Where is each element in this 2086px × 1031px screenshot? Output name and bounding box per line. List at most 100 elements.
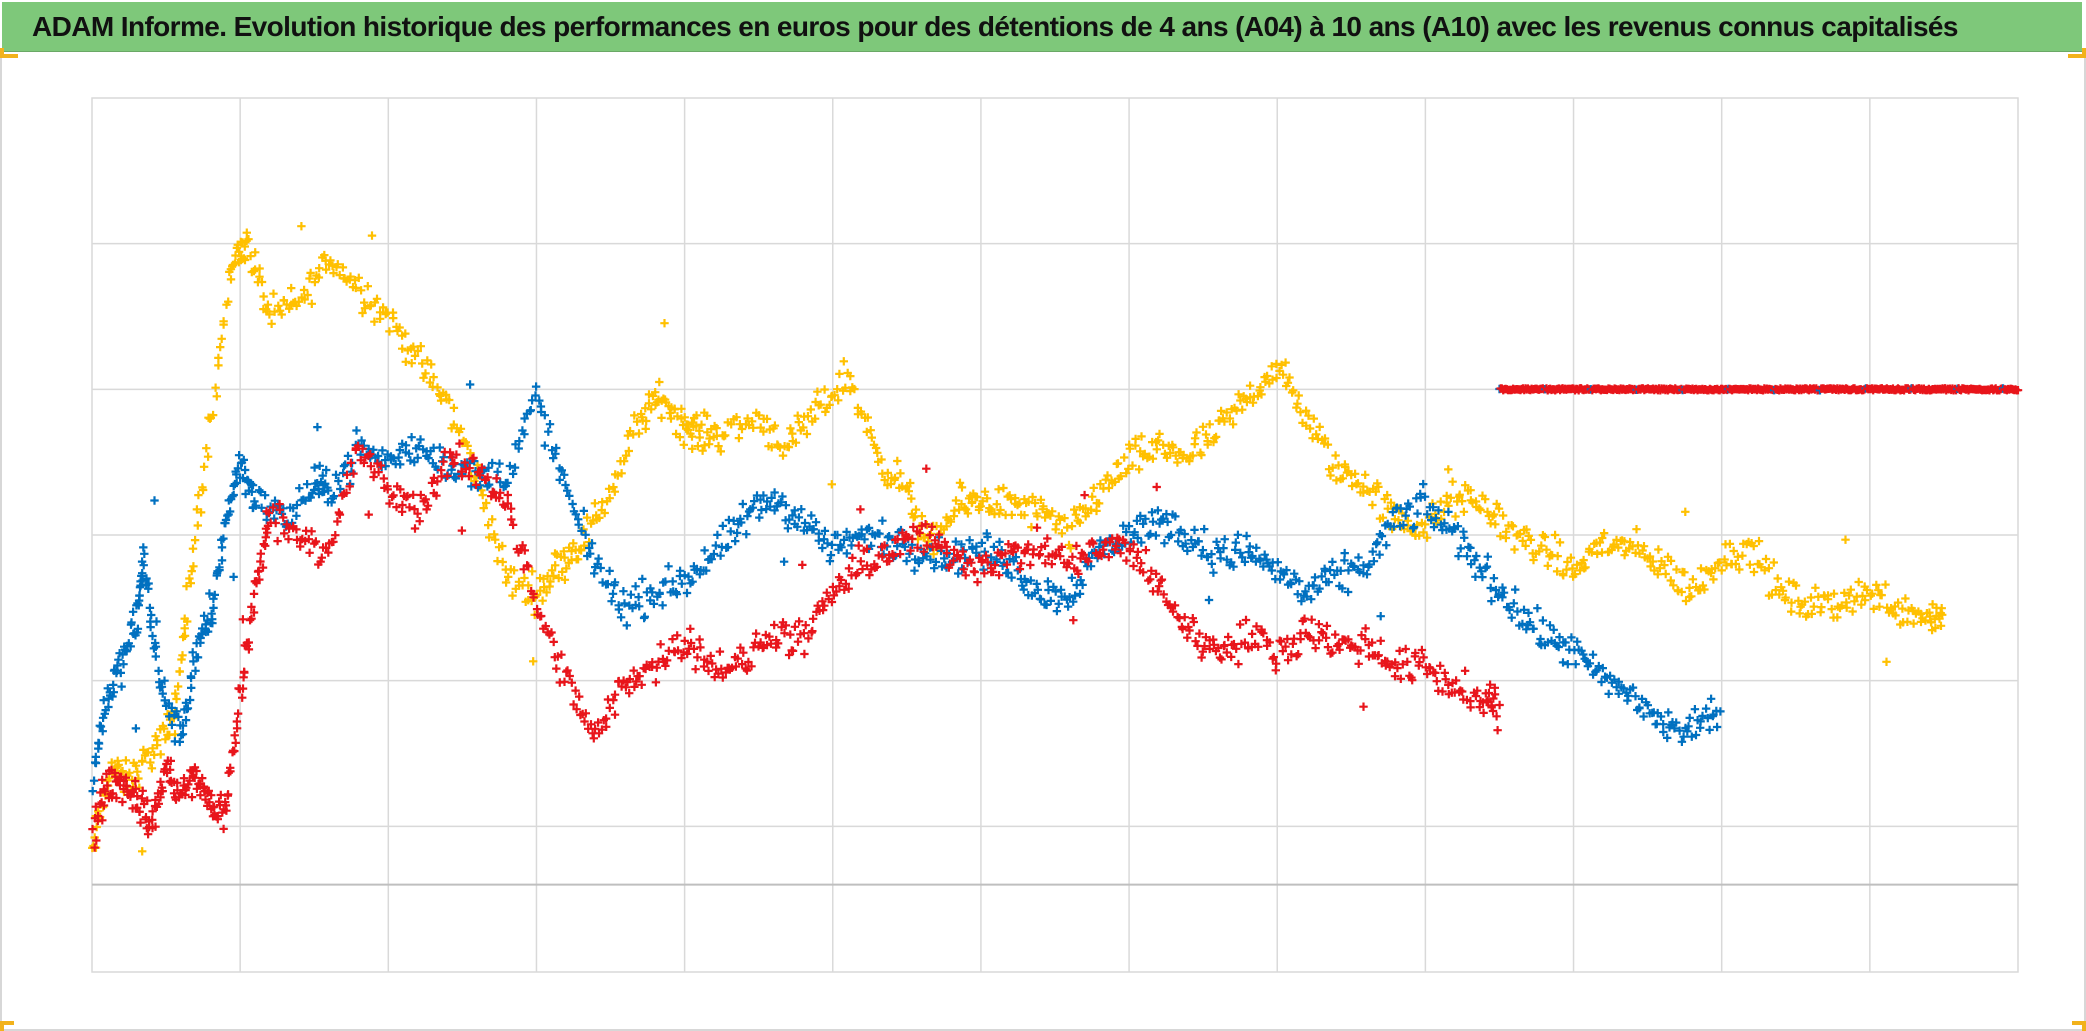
series-2-point xyxy=(451,474,460,483)
series-3-point xyxy=(346,458,356,468)
series-1-point xyxy=(118,766,127,776)
series-3-point xyxy=(1004,540,1013,549)
series-2-point xyxy=(561,480,570,490)
series-3-point xyxy=(820,601,829,610)
series-3-point xyxy=(848,553,857,563)
series-1-point xyxy=(1262,371,1272,381)
series-3-point xyxy=(635,671,644,681)
series-1-point xyxy=(1660,560,1669,570)
series-2-point xyxy=(1212,537,1221,546)
series-1-point xyxy=(251,248,260,257)
series-3-point xyxy=(143,830,153,839)
series-1-point xyxy=(1661,569,1670,579)
series-2-point xyxy=(1598,663,1607,673)
series-3-point xyxy=(261,533,270,542)
series-1-point xyxy=(148,744,157,753)
series-2-point xyxy=(1498,583,1507,592)
series-2-point xyxy=(407,433,416,442)
series-3-point xyxy=(1026,560,1035,570)
series-2-point xyxy=(1491,585,1501,595)
series-1-point xyxy=(1522,525,1531,534)
series-1-point xyxy=(1475,504,1484,513)
series-1-point xyxy=(1508,522,1518,531)
series-1-point xyxy=(1166,448,1175,458)
series-3-point xyxy=(854,541,863,550)
series-2-point xyxy=(510,463,520,472)
series-3-point xyxy=(677,653,686,663)
series-1-point xyxy=(1257,390,1266,399)
series-3-point xyxy=(307,527,316,536)
series-2-point xyxy=(1690,705,1700,714)
series-1-point xyxy=(1296,408,1305,417)
series-2-point xyxy=(147,610,156,620)
series-2-point xyxy=(957,540,966,549)
series-1-point xyxy=(1261,377,1270,386)
series-2-point xyxy=(1256,556,1265,565)
series-3-point xyxy=(696,643,705,652)
series-3-point xyxy=(597,725,607,734)
series-2-point xyxy=(1190,525,1199,535)
series-2-point xyxy=(295,484,304,493)
series-3-point xyxy=(1403,657,1412,666)
series-1-point xyxy=(395,323,404,332)
series-2-point xyxy=(1499,588,1509,597)
series-3-point xyxy=(439,457,448,466)
series-3-point xyxy=(280,529,289,538)
series-2-point xyxy=(151,652,160,661)
series-3-point xyxy=(739,648,748,657)
series-1-point xyxy=(1092,506,1101,516)
series-2-point xyxy=(128,607,138,616)
series-3-point xyxy=(1269,652,1278,662)
series-2-point xyxy=(1153,506,1163,515)
series-1-point xyxy=(265,310,274,319)
series-2-point xyxy=(119,660,128,669)
series-3-point xyxy=(1483,696,1492,705)
series-1-point xyxy=(850,384,859,394)
series-1-point xyxy=(1046,511,1055,520)
series-1-point xyxy=(263,300,273,309)
series-1-point xyxy=(199,462,209,471)
series-3-point xyxy=(231,738,240,748)
series-1-point xyxy=(759,427,768,436)
series-1-point xyxy=(644,390,654,399)
series-2-point xyxy=(1545,621,1555,630)
series-1-point xyxy=(226,275,236,284)
series-3-point xyxy=(185,776,194,785)
series-3-point xyxy=(983,558,992,567)
series-1-point xyxy=(1198,422,1208,431)
series-2-point xyxy=(1198,545,1208,555)
series-1-point xyxy=(680,413,689,422)
series-2-point xyxy=(1216,554,1225,563)
series-2-point xyxy=(527,396,537,405)
series-3-point xyxy=(1035,549,1045,559)
series-1-point xyxy=(992,500,1001,509)
series-3-point xyxy=(794,617,804,626)
series-1-point xyxy=(1415,531,1424,540)
series-2-point xyxy=(1489,574,1499,583)
series-3-point xyxy=(305,548,314,557)
series-1-point xyxy=(1936,621,1946,630)
series-3-point xyxy=(1391,658,1400,667)
series-2-point xyxy=(1042,600,1051,610)
series-2-point xyxy=(555,475,564,485)
series-2-point xyxy=(217,556,227,565)
series-2-point xyxy=(302,480,312,489)
series-3-point xyxy=(275,505,284,514)
series-3-point xyxy=(282,520,291,529)
series-3-point xyxy=(1240,638,1250,647)
series-3-point xyxy=(385,499,394,508)
series-1-point xyxy=(478,490,487,500)
series-3-point xyxy=(718,673,727,682)
series-1-point xyxy=(299,285,309,295)
series-1-point xyxy=(1055,515,1065,525)
series-3-point xyxy=(715,647,725,656)
series-1-point xyxy=(1383,490,1392,500)
series-3-point xyxy=(91,802,100,811)
series-1-point xyxy=(634,429,644,438)
series-1-point xyxy=(427,360,436,369)
series-2-point xyxy=(1209,568,1218,577)
series-3-outlier xyxy=(856,505,865,514)
series-2-point xyxy=(1315,584,1324,593)
series-2-outlier xyxy=(313,422,322,432)
series-3-point xyxy=(537,611,546,621)
